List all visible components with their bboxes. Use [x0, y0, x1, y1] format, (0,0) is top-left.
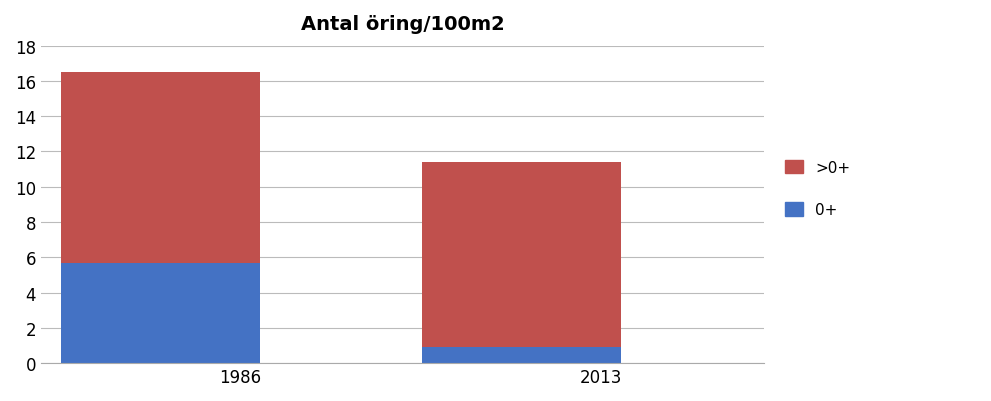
Bar [61, 73, 260, 263]
Bar [422, 163, 621, 347]
Legend: >0+, 0+: >0+, 0+ [779, 154, 856, 224]
Bar [422, 347, 621, 363]
Bar [61, 263, 260, 363]
Title: Antal öring/100m2: Antal öring/100m2 [300, 15, 504, 34]
